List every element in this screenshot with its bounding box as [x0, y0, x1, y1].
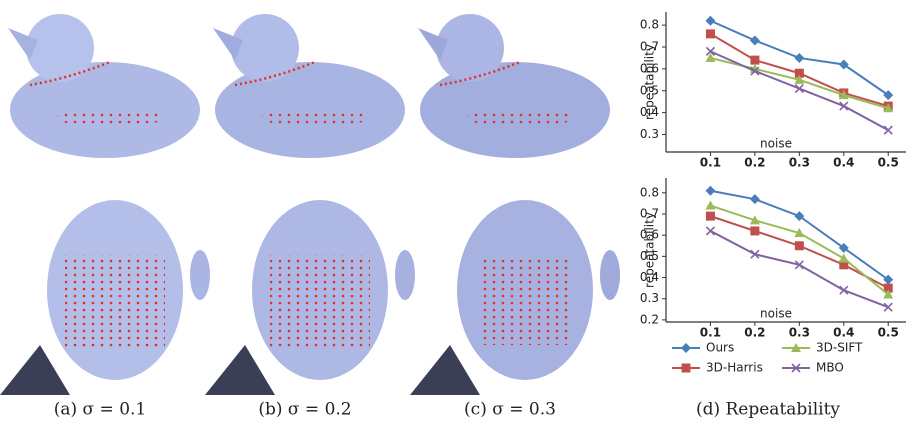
marker	[750, 226, 759, 235]
marker	[840, 102, 848, 110]
y-tick-label: 0.3	[640, 291, 659, 305]
x-axis-label: noise	[760, 137, 792, 151]
marker	[705, 186, 715, 196]
marker	[794, 53, 804, 63]
y-axis-label: repeatability	[643, 44, 657, 120]
series-line	[710, 216, 888, 288]
x-tick-label: 0.1	[700, 156, 721, 170]
duck-image	[8, 14, 200, 158]
marker	[750, 56, 759, 65]
x-tick-label: 0.2	[744, 326, 765, 340]
marker	[705, 16, 715, 26]
legend-label: 3D-Harris	[706, 361, 763, 375]
y-tick-label: 0.8	[640, 185, 659, 199]
duck-image	[213, 14, 405, 158]
x-axis-label: noise	[760, 307, 792, 321]
caption: (c) σ = 0.3	[464, 400, 556, 420]
y-tick-label: 0.8	[640, 18, 659, 32]
caption: (a) σ = 0.1	[54, 400, 147, 420]
marker	[750, 194, 760, 204]
x-tick-label: 0.4	[833, 156, 854, 170]
duck-image	[418, 14, 610, 158]
marker	[705, 201, 715, 210]
legend-label: 3D-SIFT	[816, 341, 863, 355]
figure: (a) σ = 0.1 (b) σ = 0.2 (c) σ = 0.3 (d) …	[0, 0, 910, 431]
marker	[884, 126, 892, 134]
legend-label: Ours	[706, 341, 734, 355]
face-image	[0, 200, 210, 395]
caption: (d) Repeatability	[696, 400, 840, 420]
marker	[706, 29, 715, 38]
face-image	[410, 200, 620, 395]
marker	[795, 241, 804, 250]
series-line	[710, 51, 888, 130]
face-image	[205, 200, 415, 395]
x-tick-label: 0.5	[878, 326, 899, 340]
marker	[750, 35, 760, 45]
y-axis-label: repeatability	[643, 212, 657, 288]
marker	[839, 253, 849, 262]
x-tick-label: 0.2	[744, 156, 765, 170]
marker	[706, 227, 714, 235]
x-tick-label: 0.3	[789, 156, 810, 170]
marker	[795, 85, 803, 93]
figure-canvas: (a) σ = 0.1 (b) σ = 0.2 (c) σ = 0.3 (d) …	[0, 0, 910, 431]
y-tick-label: 0.3	[640, 127, 659, 141]
caption: (b) σ = 0.2	[258, 400, 351, 420]
marker	[682, 364, 691, 373]
legend-label: MBO	[816, 361, 844, 375]
x-tick-label: 0.3	[789, 326, 810, 340]
x-tick-label: 0.4	[833, 326, 854, 340]
marker	[706, 212, 715, 221]
duck-images	[8, 14, 610, 158]
marker	[681, 343, 691, 353]
face-images	[0, 200, 620, 395]
x-tick-label: 0.1	[700, 326, 721, 340]
y-tick-label: 0.2	[640, 312, 659, 326]
x-tick-label: 0.5	[878, 156, 899, 170]
